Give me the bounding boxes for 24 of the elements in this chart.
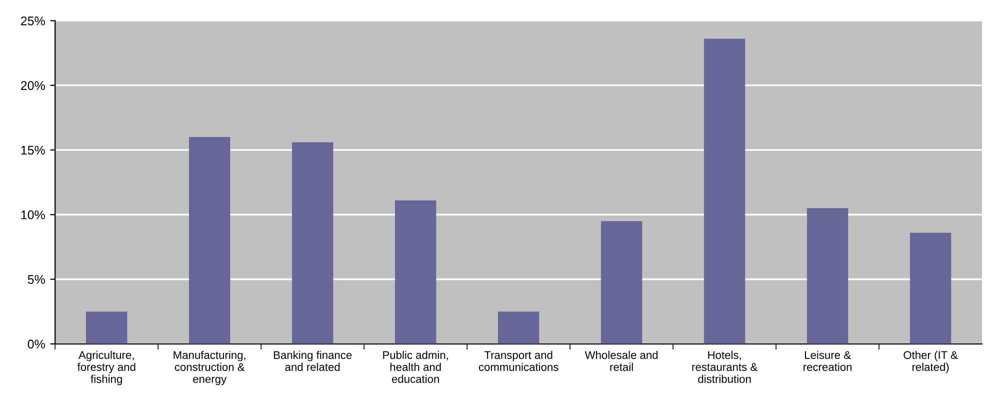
bar <box>498 312 540 344</box>
y-tick-label: 15% <box>21 146 45 155</box>
x-tick-label: Banking finance and related <box>274 350 352 371</box>
bar <box>394 200 436 344</box>
x-tick-label: Public admin, health and education <box>383 350 448 383</box>
y-tick-label: 25% <box>20 16 45 26</box>
bar <box>292 142 334 344</box>
y-tick-label: 20% <box>20 81 45 90</box>
x-tick-label: Transport and communications <box>478 350 558 371</box>
x-tick-label: Wholesale and retail <box>584 350 658 371</box>
bar <box>704 38 746 344</box>
x-tick-label: Hotels, restaurants & distribution <box>692 350 758 383</box>
y-tick-label: 10% <box>21 210 45 220</box>
bar <box>600 221 642 344</box>
bar <box>188 137 230 344</box>
x-tick-label: Leisure & recreation <box>804 350 852 371</box>
x-tick-label: Agriculture, forestry and fishing <box>77 350 136 386</box>
bar <box>86 312 128 344</box>
x-tick-label: Manufacturing, construction & energy <box>174 350 246 386</box>
y-tick-label: 5% <box>28 275 45 284</box>
bar <box>806 208 848 344</box>
y-tick-label: 0% <box>28 340 45 349</box>
bar <box>910 232 952 344</box>
x-tick-label: Other (IT & related) <box>904 350 958 374</box>
